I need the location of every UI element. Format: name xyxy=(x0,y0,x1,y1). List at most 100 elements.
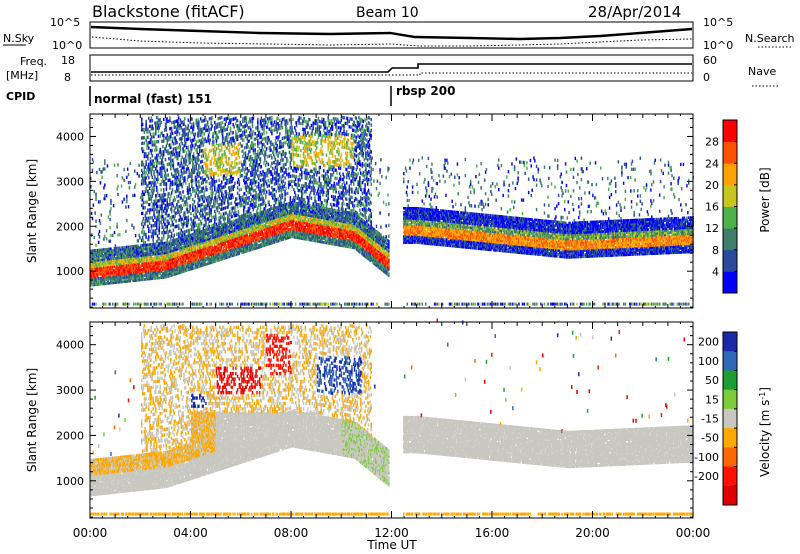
power-cell xyxy=(210,160,211,163)
power-cell xyxy=(167,198,168,201)
power-cell xyxy=(185,259,186,262)
date-title: 28/Apr/2014 xyxy=(588,3,681,21)
power-cell xyxy=(174,217,175,220)
power-cell xyxy=(158,140,159,143)
power-cell xyxy=(228,157,229,160)
power-cell xyxy=(236,197,237,200)
power-cell xyxy=(109,239,110,242)
power-cell xyxy=(194,303,195,306)
power-cell xyxy=(188,216,189,219)
power-cell xyxy=(153,132,154,135)
power-cell xyxy=(150,157,151,160)
power-cell xyxy=(165,217,166,220)
power-cell xyxy=(200,177,201,180)
power-cell xyxy=(241,174,242,177)
power-cell xyxy=(138,164,139,167)
power-cell xyxy=(238,151,239,154)
power-cell xyxy=(127,168,128,171)
power-cell xyxy=(186,230,187,233)
power-cell xyxy=(150,208,151,211)
power-cell xyxy=(176,146,177,149)
power-cell xyxy=(143,206,144,209)
power-cell xyxy=(209,117,210,120)
power-cell xyxy=(220,213,221,216)
power-cell xyxy=(185,125,186,128)
power-cell xyxy=(148,152,149,155)
power-cell xyxy=(237,162,238,165)
power-cell xyxy=(229,140,230,143)
power-cell xyxy=(192,179,193,182)
power-cell xyxy=(229,132,230,135)
power-cell xyxy=(188,129,189,132)
power-cell xyxy=(144,136,145,139)
power-cell xyxy=(162,145,163,148)
power-cell xyxy=(145,176,146,179)
power-cell xyxy=(225,155,226,158)
power-cell xyxy=(181,159,182,162)
power-cell xyxy=(243,152,244,155)
power-cell xyxy=(175,190,176,193)
cpid-label: CPID xyxy=(6,90,35,103)
power-cell xyxy=(178,146,179,149)
power-cell xyxy=(147,303,148,306)
power-cell xyxy=(182,190,183,193)
power-cell xyxy=(222,121,223,124)
power-cell xyxy=(205,218,206,221)
power-cell xyxy=(178,170,179,173)
power-cell xyxy=(170,237,171,240)
power-cell xyxy=(236,213,237,216)
power-cell xyxy=(188,124,189,127)
power-cell xyxy=(223,164,224,167)
power-cell xyxy=(226,146,227,149)
power-cell xyxy=(106,229,107,232)
power-cell xyxy=(135,183,136,186)
power-cell xyxy=(178,116,179,119)
power-cell xyxy=(232,145,233,148)
power-cell xyxy=(188,229,189,232)
power-cell xyxy=(213,148,214,151)
power-cell xyxy=(203,186,204,189)
power-cell xyxy=(238,143,239,146)
power-cell xyxy=(179,132,180,135)
power-cell xyxy=(196,172,197,175)
power-cell xyxy=(227,197,228,200)
power-cell xyxy=(232,303,233,306)
power-cell xyxy=(198,180,199,183)
power-cell xyxy=(223,303,224,306)
power-cell xyxy=(188,210,189,213)
power-cell xyxy=(246,216,247,219)
power-cell xyxy=(156,146,157,149)
power-cell xyxy=(213,132,214,135)
power-cell xyxy=(188,132,189,135)
power-cell xyxy=(208,177,209,180)
power-cell xyxy=(246,303,247,306)
power-cell xyxy=(171,121,172,124)
power-cell xyxy=(225,128,226,131)
power-cell xyxy=(215,150,216,153)
power-cell xyxy=(173,148,174,151)
power-cell xyxy=(145,201,146,204)
power-cell xyxy=(207,128,208,131)
power-cell xyxy=(239,156,240,159)
power-cell xyxy=(187,202,188,205)
power-cell xyxy=(196,224,197,227)
power-cell xyxy=(173,228,174,231)
power-cell xyxy=(216,147,217,150)
power-cell xyxy=(128,181,129,184)
power-cell xyxy=(210,208,211,211)
power-cell xyxy=(185,162,186,165)
power-cell xyxy=(203,127,204,130)
power-cell xyxy=(247,156,248,159)
nave-tick-bottom: 0 xyxy=(703,71,710,84)
freq-tick-bottom: 8 xyxy=(64,71,71,84)
power-cell xyxy=(165,193,166,196)
power-cell xyxy=(95,192,96,195)
power-cell xyxy=(154,140,155,143)
power-cell xyxy=(160,194,161,197)
power-cell xyxy=(240,188,241,191)
power-cell xyxy=(133,226,134,229)
power-cell xyxy=(114,231,115,234)
power-cell xyxy=(216,171,217,174)
power-cell xyxy=(145,217,146,220)
power-cell xyxy=(240,123,241,126)
